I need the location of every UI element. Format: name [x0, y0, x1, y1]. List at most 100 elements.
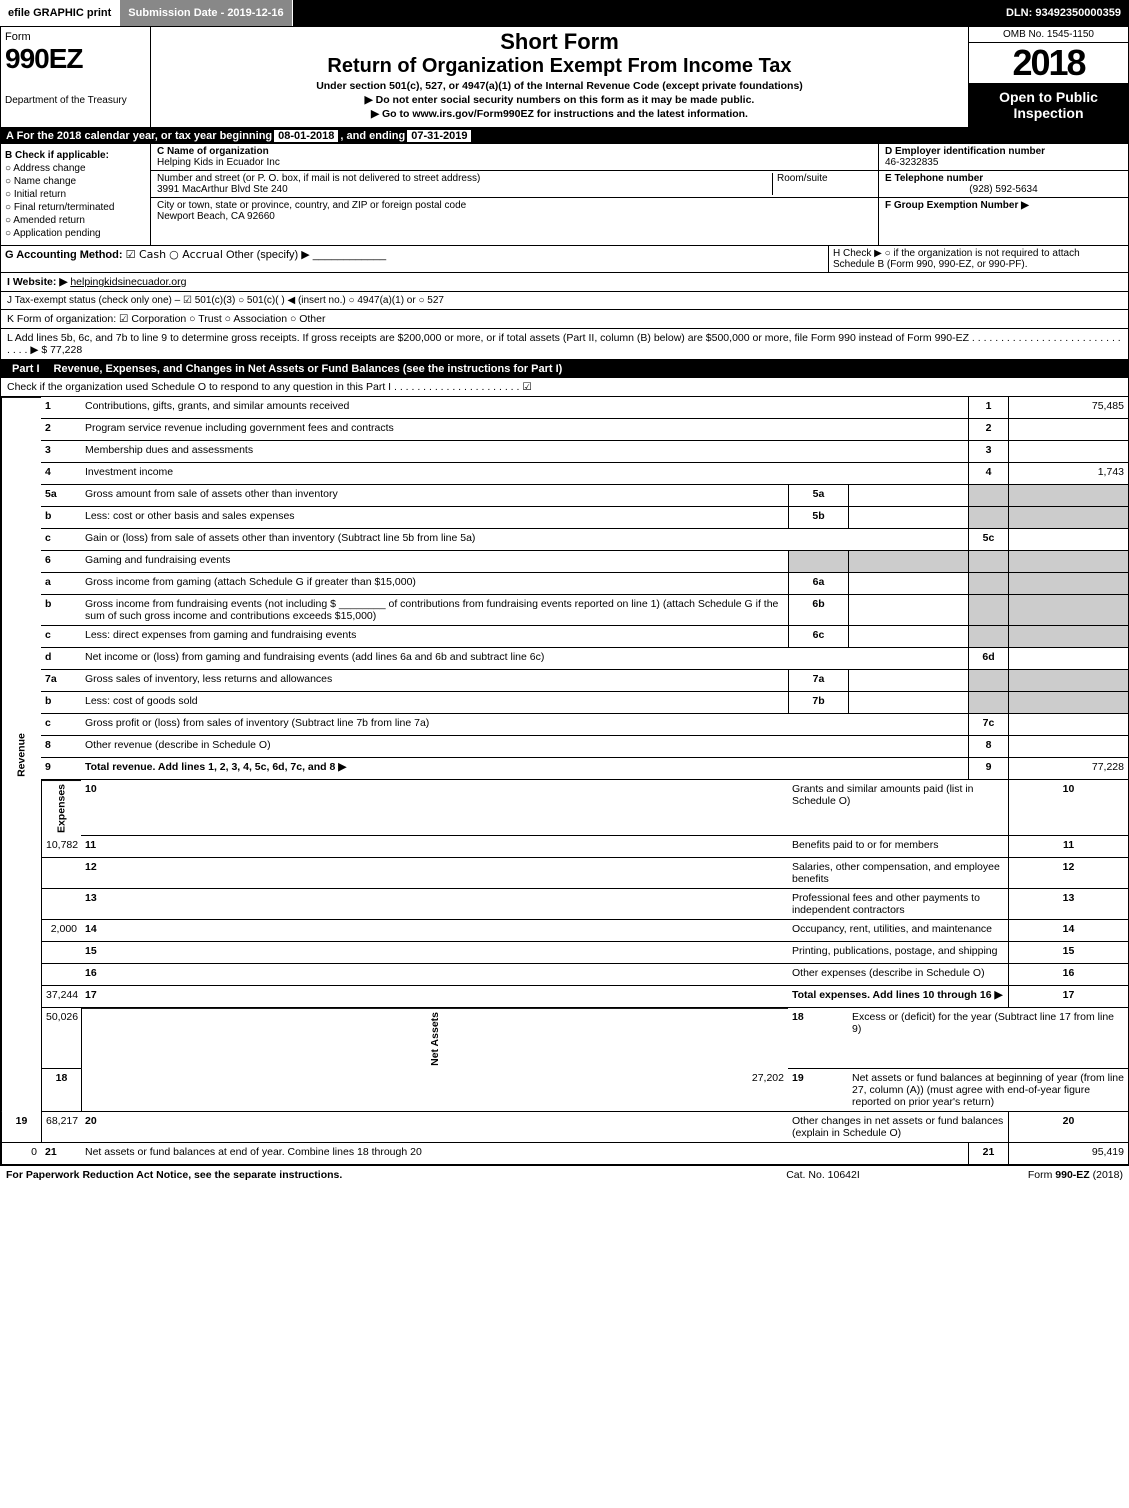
line-desc-b: Gross income from fundraising events (no…: [81, 595, 788, 626]
minibox-6a: 6a: [788, 573, 848, 595]
phone-value: (928) 592-5634: [885, 184, 1122, 195]
rnum-18: 18: [41, 1069, 81, 1112]
rnum-6d: 6d: [968, 648, 1008, 670]
val-17: 50,026: [41, 1008, 81, 1069]
val-10: 10,782: [41, 836, 81, 858]
line-num-13: 13: [81, 889, 788, 920]
line-desc-5a: Gross amount from sale of assets other t…: [81, 485, 788, 507]
val-18: 27,202: [81, 1069, 788, 1112]
val-2: [1008, 419, 1128, 441]
box-d: D Employer identification number 46-3232…: [879, 144, 1128, 171]
part1-label: Part I: [6, 363, 46, 375]
line-num-19: 19: [788, 1069, 848, 1112]
shade: [968, 626, 1008, 648]
line-desc-16: Other expenses (describe in Schedule O): [788, 964, 1008, 986]
g-other[interactable]: Other (specify) ▶: [226, 249, 310, 261]
line-num-18: 18: [788, 1008, 848, 1069]
chk-name[interactable]: ○ Name change: [5, 176, 146, 187]
line-num-6: 6: [41, 551, 81, 573]
side-revenue: Revenue: [1, 397, 41, 1112]
shade: [1008, 573, 1128, 595]
chk-initial[interactable]: ○ Initial return: [5, 189, 146, 200]
g-accrual[interactable]: ○ Accrual: [169, 248, 223, 261]
line-desc-8: Other revenue (describe in Schedule O): [81, 736, 968, 758]
main-title: Return of Organization Exempt From Incom…: [153, 55, 966, 78]
rnum-12: 12: [1008, 858, 1128, 889]
shade: [1008, 626, 1128, 648]
line-num-21: 21: [41, 1143, 81, 1165]
rnum-4: 4: [968, 463, 1008, 485]
g-cash[interactable]: ☑ Cash: [126, 248, 166, 261]
side-expenses: Expenses: [41, 780, 81, 836]
line-desc-a: Gross income from gaming (attach Schedul…: [81, 573, 788, 595]
val-5c: [1008, 529, 1128, 551]
shade: [1008, 507, 1128, 529]
shade: [1008, 670, 1128, 692]
website-link[interactable]: helpingkidsinecuador.org: [70, 276, 186, 288]
rnum-5c: 5c: [968, 529, 1008, 551]
period-row: A For the 2018 calendar year, or tax yea…: [0, 128, 1129, 144]
line-num-14: 14: [81, 920, 788, 942]
line-num-4: 4: [41, 463, 81, 485]
row-g-h: G Accounting Method: ☑ Cash ○ Accrual Ot…: [0, 246, 1129, 273]
period-mid: , and ending: [340, 130, 405, 142]
line-num-11: 11: [81, 836, 788, 858]
chk-final[interactable]: ○ Final return/terminated: [5, 202, 146, 213]
box-i: I Website: ▶ helpingkidsinecuador.org: [0, 273, 1129, 292]
footer-left: For Paperwork Reduction Act Notice, see …: [6, 1169, 723, 1181]
box-j[interactable]: J Tax-exempt status (check only one) – ☑…: [0, 292, 1129, 310]
top-bar: efile GRAPHIC print Submission Date - 20…: [0, 0, 1129, 26]
dept-label: Department of the Treasury: [5, 95, 146, 106]
line-desc-7a: Gross sales of inventory, less returns a…: [81, 670, 788, 692]
line-num-12: 12: [81, 858, 788, 889]
line-num-3: 3: [41, 441, 81, 463]
shade: [968, 692, 1008, 714]
form-word: Form: [5, 31, 146, 43]
shade: [968, 595, 1008, 626]
form-header: Form 990EZ Department of the Treasury Sh…: [0, 26, 1129, 128]
addr-label: Number and street (or P. O. box, if mail…: [157, 173, 772, 184]
chk-pending[interactable]: ○ Application pending: [5, 228, 146, 239]
dln-label: DLN: 93492350000359: [998, 0, 1129, 26]
header-right: OMB No. 1545-1150 2018 Open to Public In…: [968, 27, 1128, 127]
goto-link[interactable]: ▶ Go to www.irs.gov/Form990EZ for instru…: [153, 108, 966, 120]
line-desc-3: Membership dues and assessments: [81, 441, 968, 463]
rnum-11: 11: [1008, 836, 1128, 858]
chk-amended[interactable]: ○ Amended return: [5, 215, 146, 226]
line-num-c: c: [41, 626, 81, 648]
no-ssn-note: ▶ Do not enter social security numbers o…: [153, 94, 966, 106]
rnum-21: 21: [968, 1143, 1008, 1165]
d-label: D Employer identification number: [885, 146, 1122, 157]
part1-check[interactable]: Check if the organization used Schedule …: [0, 378, 1129, 397]
rnum-10: 10: [1008, 780, 1128, 836]
ein-value: 46-3232835: [885, 157, 1122, 168]
header-left: Form 990EZ Department of the Treasury: [1, 27, 151, 127]
c-label: C Name of organization: [157, 146, 872, 157]
minibox-6c: 6c: [788, 626, 848, 648]
line-desc-13: Professional fees and other payments to …: [788, 889, 1008, 920]
header-mid: Short Form Return of Organization Exempt…: [151, 27, 968, 127]
line-desc-20: Other changes in net assets or fund bala…: [788, 1112, 1008, 1143]
line-desc-12: Salaries, other compensation, and employ…: [788, 858, 1008, 889]
shade: [1008, 551, 1128, 573]
line-num-c: c: [41, 529, 81, 551]
line-desc-b: Less: cost of goods sold: [81, 692, 788, 714]
val-21: 95,419: [1008, 1143, 1128, 1165]
submission-date: Submission Date - 2019-12-16: [120, 0, 292, 26]
line-num-5a: 5a: [41, 485, 81, 507]
rnum-3: 3: [968, 441, 1008, 463]
shade: [968, 507, 1008, 529]
line-num-10: 10: [81, 780, 788, 836]
shade: [968, 551, 1008, 573]
rnum-16: 16: [1008, 964, 1128, 986]
box-k[interactable]: K Form of organization: ☑ Corporation ○ …: [0, 310, 1129, 329]
val-20: 0: [1, 1143, 41, 1165]
line-num-2: 2: [41, 419, 81, 441]
chk-address[interactable]: ○ Address change: [5, 163, 146, 174]
box-h[interactable]: H Check ▶ ○ if the organization is not r…: [828, 246, 1128, 272]
val-8: [1008, 736, 1128, 758]
efile-label[interactable]: efile GRAPHIC print: [0, 0, 120, 26]
footer-cat: Cat. No. 10642I: [723, 1169, 923, 1181]
line-num-1: 1: [41, 397, 81, 419]
period-a: A For the 2018 calendar year, or tax yea…: [6, 130, 272, 142]
